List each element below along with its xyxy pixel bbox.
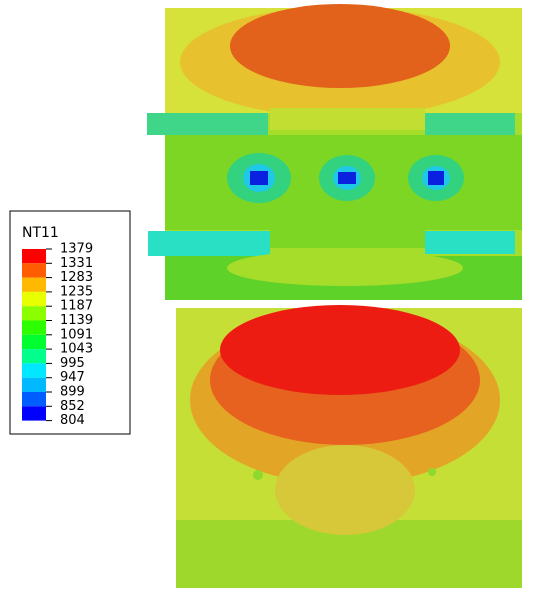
legend-label: 804 [60,413,85,428]
legend-label: 947 [60,370,85,385]
legend-swatch [22,377,46,392]
legend-label: 1187 [60,299,93,314]
legend-label: 899 [60,385,85,400]
lower-peak-zone [220,305,460,395]
hole [250,171,268,185]
upper-neck [270,108,425,130]
lower-neck [270,228,425,248]
flange-right-top [425,113,515,135]
legend-label: 1379 [60,242,93,257]
legend-label: 1331 [60,256,93,271]
flange-left-bottom [148,231,270,256]
lower-part [176,305,522,588]
legend-title: NT11 [22,225,59,241]
legend-swatch [22,392,46,407]
legend-swatch [22,306,46,321]
upper-part [147,4,522,300]
upper-base-zone [227,250,463,286]
legend-swatch [22,320,46,335]
legend-swatch [22,249,46,264]
legend-label: 1043 [60,342,93,357]
upper-hot-zone [230,4,450,88]
lower-spot [253,470,263,480]
lower-center-zone [275,445,415,535]
flange-left-top [147,113,268,135]
legend-swatch [22,349,46,364]
legend-label: 1283 [60,270,93,285]
legend-label: 1139 [60,313,93,328]
hole [338,172,356,184]
legend: NT11 13791331128312351187113910911043995… [9,210,131,435]
legend-swatch [22,363,46,378]
legend-label: 1235 [60,284,93,299]
hole [428,171,444,185]
flange-right-bottom [425,231,515,254]
legend-swatch [22,277,46,292]
legend-label: 995 [60,356,85,371]
legend-label: 852 [60,399,85,414]
legend-swatch [22,406,46,421]
legend-swatch [22,263,46,278]
legend-label: 1091 [60,327,93,342]
legend-swatch [22,334,46,350]
lower-spot [428,468,436,476]
legend-swatch [22,291,46,307]
